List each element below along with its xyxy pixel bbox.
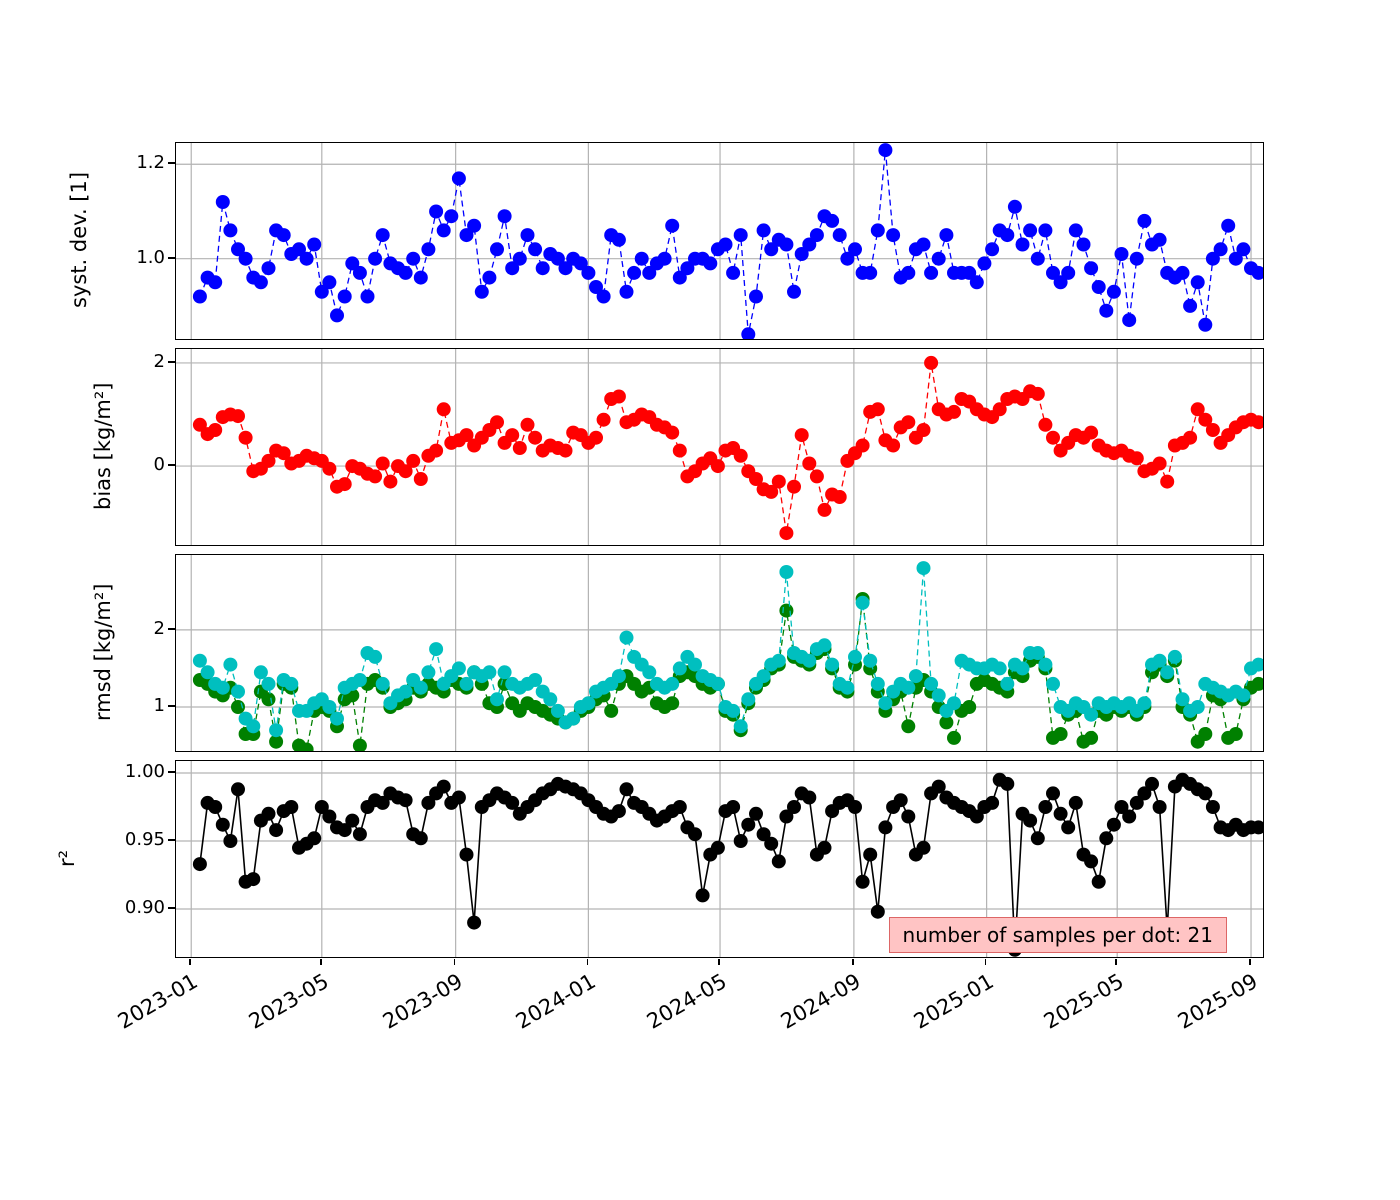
- series-rmsd-cyan: [192, 561, 1263, 738]
- panel-bias: [175, 348, 1264, 546]
- r2-plot: [176, 761, 1263, 957]
- x-tick-label: 2023-05: [244, 969, 333, 1034]
- samples-per-dot-annotation: number of samples per dot: 21: [888, 917, 1227, 953]
- series-syst-dev: [192, 143, 1263, 339]
- y-tick-label: 2: [153, 617, 165, 639]
- rmsd-plot: [176, 555, 1263, 751]
- x-tick-label: 2024-01: [511, 969, 600, 1034]
- x-tick-label: 2023-09: [378, 969, 467, 1034]
- y-tick-label: 1.0: [136, 246, 165, 268]
- x-tick-mark: [453, 959, 456, 965]
- bias-plot: [176, 349, 1263, 545]
- x-tick-label: 2024-09: [776, 969, 865, 1034]
- y-tick-label: 0.95: [124, 828, 165, 850]
- x-tick-label: 2025-09: [1174, 969, 1263, 1034]
- y-tick-mark: [168, 464, 175, 466]
- y-tick-mark: [168, 361, 175, 363]
- y-tick-mark: [168, 256, 175, 259]
- panel-rmsd: [175, 554, 1264, 752]
- y-axis-label-syst-dev: syst. dev. [1]: [67, 171, 91, 309]
- y-tick-mark: [168, 771, 175, 773]
- y-tick-mark: [168, 839, 175, 841]
- x-tick-label: 2025-05: [1040, 969, 1129, 1034]
- x-tick-mark: [1115, 959, 1117, 965]
- y-tick-mark: [168, 628, 175, 630]
- y-axis-label-bias: bias [kg/m²]: [91, 382, 115, 510]
- x-tick-mark: [189, 959, 192, 965]
- series-rmsd-green: [192, 592, 1263, 751]
- x-tick-mark: [984, 959, 987, 965]
- y-axis-label-rmsd: rmsd [kg/m²]: [91, 583, 115, 721]
- x-tick-mark: [1249, 959, 1251, 965]
- y-tick-mark: [168, 162, 175, 165]
- y-tick-mark: [168, 907, 175, 909]
- series-bias: [192, 355, 1263, 541]
- x-tick-mark: [586, 959, 589, 965]
- x-tick-mark: [852, 959, 854, 965]
- y-tick-label: 2: [153, 350, 165, 372]
- gridlines: [176, 555, 1263, 751]
- x-tick-label: 2025-01: [909, 969, 998, 1034]
- x-tick-label: 2023-01: [114, 969, 203, 1034]
- y-axis-label-r2: r²: [55, 849, 79, 867]
- y-tick-label: 1.00: [124, 760, 165, 782]
- syst-dev-plot: [176, 143, 1263, 339]
- panel-syst-dev: [175, 142, 1264, 340]
- x-tick-label: 2024-05: [643, 969, 732, 1034]
- x-tick-mark: [320, 959, 322, 965]
- y-tick-label: 0.90: [124, 896, 165, 918]
- y-tick-label: 0: [153, 454, 165, 476]
- y-tick-label: 1: [153, 695, 165, 717]
- y-tick-label: 1.2: [136, 152, 165, 174]
- series-r-squared: [192, 772, 1263, 957]
- x-tick-mark: [718, 959, 720, 965]
- y-tick-mark: [168, 705, 175, 707]
